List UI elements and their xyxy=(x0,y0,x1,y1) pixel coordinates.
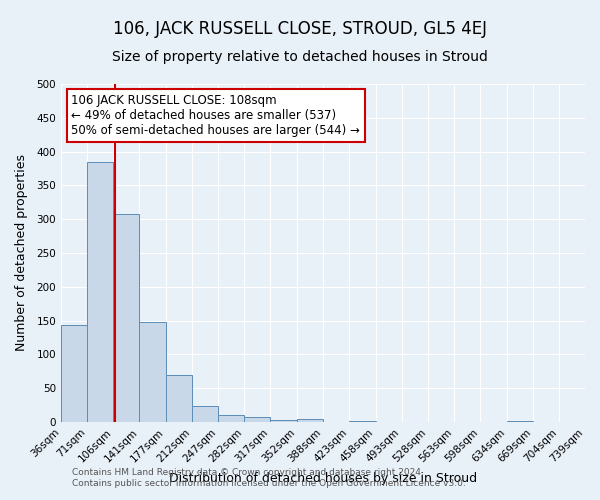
X-axis label: Distribution of detached houses by size in Stroud: Distribution of detached houses by size … xyxy=(169,472,477,485)
Bar xyxy=(296,419,323,422)
Text: Size of property relative to detached houses in Stroud: Size of property relative to detached ho… xyxy=(112,50,488,64)
Text: 106 JACK RUSSELL CLOSE: 108sqm
← 49% of detached houses are smaller (537)
50% of: 106 JACK RUSSELL CLOSE: 108sqm ← 49% of … xyxy=(71,94,361,137)
Text: 106, JACK RUSSELL CLOSE, STROUD, GL5 4EJ: 106, JACK RUSSELL CLOSE, STROUD, GL5 4EJ xyxy=(113,20,487,38)
Bar xyxy=(218,415,244,422)
Bar xyxy=(192,406,218,422)
Bar xyxy=(139,322,166,422)
Bar xyxy=(113,214,139,422)
Text: Contains HM Land Registry data © Crown copyright and database right 2024.
Contai: Contains HM Land Registry data © Crown c… xyxy=(72,468,466,487)
Bar xyxy=(271,420,296,422)
Bar xyxy=(87,162,113,422)
Bar xyxy=(244,417,271,422)
Bar xyxy=(166,374,192,422)
Bar xyxy=(61,326,87,422)
Y-axis label: Number of detached properties: Number of detached properties xyxy=(15,154,28,352)
